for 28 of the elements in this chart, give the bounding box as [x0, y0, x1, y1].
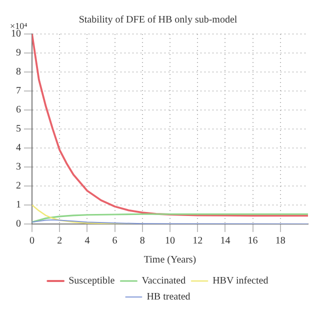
x-tick-label: 6	[112, 236, 118, 247]
y-tick-label: 9	[16, 48, 21, 59]
x-tick-label: 16	[248, 236, 258, 247]
y-tick-label: 3	[16, 162, 21, 173]
text: ×10⁴	[10, 20, 28, 31]
legend-label: Susceptible	[68, 276, 116, 287]
x-tick-label: 18	[275, 236, 286, 247]
x-tick-label: 2	[57, 236, 62, 247]
legend-label: HB treated	[146, 292, 190, 303]
y-tick-label: 10	[11, 28, 21, 40]
x-tick-label: 8	[140, 236, 145, 247]
y-tick-label: 5	[16, 124, 21, 135]
x-tick-label: 10	[165, 236, 175, 247]
y-tick-label: 0	[16, 218, 21, 230]
x-axis-title: Time (Years)	[144, 254, 196, 266]
y-tick-label: 7	[16, 86, 21, 97]
legend-label: HBV infected	[212, 276, 268, 287]
x-tick-label: 4	[84, 236, 90, 247]
chart-title: Stability of DFE of HB only sub-model	[78, 14, 238, 26]
legend-label: Vaccinated	[142, 276, 186, 287]
y-tick-label: 8	[16, 66, 21, 78]
x-tick-label: 0	[30, 236, 34, 247]
y-tick-label: 1	[16, 200, 21, 211]
y-tick-label: 6	[16, 104, 21, 116]
x-tick-label: 12	[192, 236, 203, 247]
x-tick-label: 14	[220, 236, 230, 247]
y-tick-label: 2	[16, 180, 21, 192]
y-tick-label: 4	[16, 142, 21, 154]
